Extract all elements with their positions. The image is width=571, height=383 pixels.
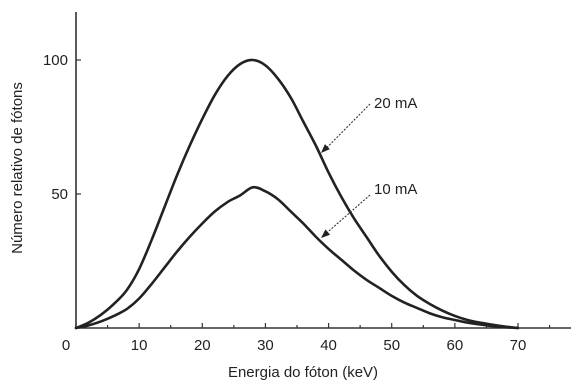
series-label-20ma: 20 mA: [374, 95, 417, 112]
pointer-line: [325, 103, 371, 149]
x-tick-label: 10: [131, 337, 148, 354]
x-tick-label: 0: [62, 337, 70, 354]
series-label-10ma: 10 mA: [374, 181, 417, 198]
x-tick-label: 50: [383, 337, 400, 354]
arrowhead: [321, 144, 330, 153]
x-axis-title: Energia do fóton (keV): [228, 364, 378, 381]
x-tick-label: 60: [447, 337, 464, 354]
arrowhead: [321, 229, 331, 238]
x-tick-label: 30: [257, 337, 274, 354]
y-tick-label: 50: [51, 186, 68, 203]
series-group: [74, 58, 520, 330]
x-tick-label: 70: [510, 337, 527, 354]
pointer-line: [325, 194, 371, 234]
y-tick-label: 100: [43, 52, 68, 69]
x-ticks: 0 10 20 30 40 50 60 70: [62, 323, 551, 354]
x-tick-label: 40: [320, 337, 337, 354]
series-line-20ma: [74, 58, 520, 330]
y-ticks: 50 100: [43, 52, 81, 203]
y-axis-title: Número relativo de fótons: [9, 82, 26, 254]
x-tick-label: 20: [194, 337, 211, 354]
series-labels: 20 mA 10 mA: [321, 95, 417, 238]
series-line-10ma: [74, 185, 520, 330]
